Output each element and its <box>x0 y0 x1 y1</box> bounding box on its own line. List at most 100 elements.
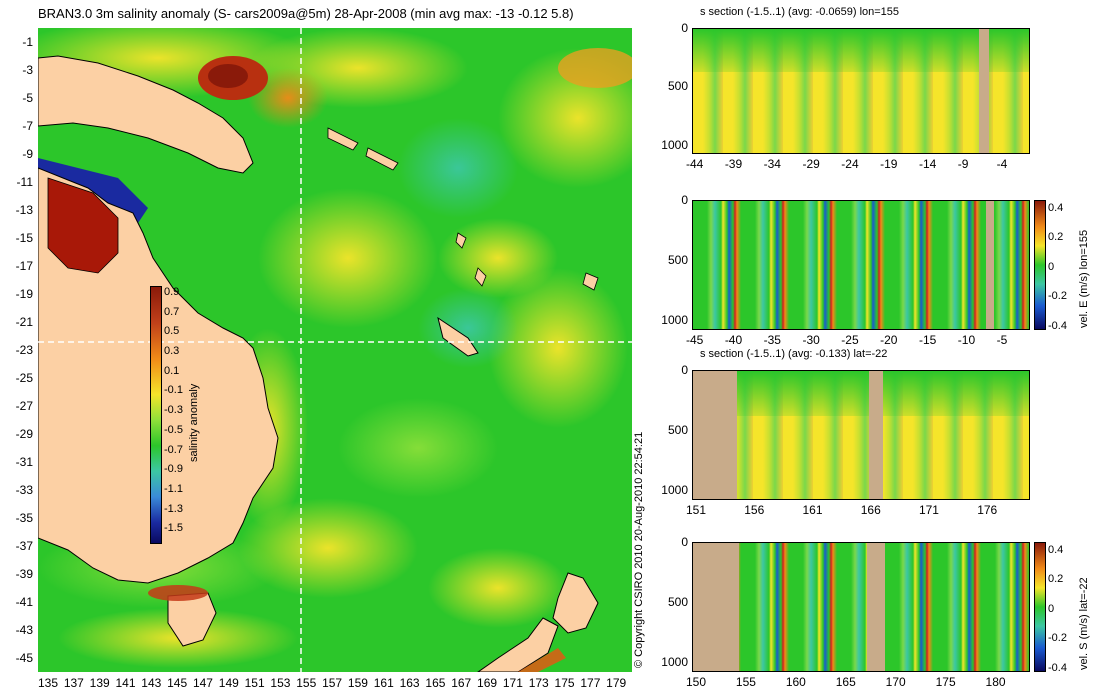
depth-tick-label: 0 <box>681 21 688 35</box>
latitude-tick-label: -33 <box>15 483 33 497</box>
section-x-tick-label: -4 <box>996 157 1008 171</box>
land-mask <box>869 371 883 499</box>
longitude-tick-label: 175 <box>554 676 575 690</box>
depth-tick-label: 1000 <box>661 483 688 498</box>
section-x-tick-label: 160 <box>785 675 806 689</box>
velocity-colorbar <box>1034 542 1046 672</box>
section-x-tick-label: 171 <box>918 503 939 517</box>
longitude-tick-label: 177 <box>580 676 601 690</box>
latitude-tick-label: -23 <box>15 343 33 357</box>
salinity-map-svg <box>38 28 632 672</box>
section-plot-1[interactable] <box>692 28 1030 154</box>
longitude-tick-label: 159 <box>347 676 368 690</box>
section-x-tick-label: -14 <box>918 157 937 171</box>
colorbar-tick-label: -0.1 <box>164 384 183 397</box>
depth-tick-label: 500 <box>667 595 688 610</box>
latitude-tick-label: -37 <box>15 539 33 553</box>
latitude-tick-label: -9 <box>22 147 33 161</box>
salinity-map[interactable] <box>38 28 632 672</box>
longitude-tick-label: 157 <box>322 676 343 690</box>
depth-tick-label: 1000 <box>661 655 688 670</box>
colorbar-tick-label: 0.5 <box>164 325 180 338</box>
colorbar-tick-label: -0.3 <box>164 404 183 417</box>
depth-tick-label: 500 <box>667 253 688 268</box>
surface-band <box>693 371 1029 416</box>
longitude-tick-label: 173 <box>528 676 549 690</box>
depth-tick-label: 0 <box>681 363 688 377</box>
velocity-colorbar-label: vel. S (m/s) lat=-22 <box>1078 577 1090 670</box>
longitude-tick-label: 167 <box>451 676 472 690</box>
copyright-text: © Copyright CSIRO 2010 20-Aug-2010 22:54… <box>633 431 645 668</box>
longitude-tick-label: 153 <box>270 676 291 690</box>
land-mask <box>979 29 989 153</box>
section-x-tick-label: -35 <box>763 333 781 347</box>
velocity-colorbar-tick: 0.2 <box>1048 231 1064 244</box>
section-x-tick-label: 170 <box>885 675 906 689</box>
velocity-colorbar-tick: -0.4 <box>1048 319 1067 332</box>
latitude-tick-label: -41 <box>15 595 33 609</box>
section-x-tick-label: -24 <box>841 157 859 171</box>
surface-band <box>693 29 1029 73</box>
section-plot-4[interactable] <box>692 542 1030 672</box>
section-plot-3[interactable] <box>692 370 1030 500</box>
colorbar-tick-label: 0.1 <box>164 364 180 377</box>
latitude-tick-label: -31 <box>15 455 33 469</box>
section-x-tick-label: -15 <box>918 333 937 347</box>
colorbar-tick-label: 0.9 <box>164 286 180 298</box>
new-guinea-land <box>38 55 254 174</box>
section-x-tick-label: 166 <box>860 503 881 517</box>
section-x-tick-label: 161 <box>802 503 823 517</box>
velocity-colorbar-tick: -0.4 <box>1048 661 1067 674</box>
colorbar-tick-label: -1.1 <box>164 482 183 495</box>
colorbar-tick-label: 0.7 <box>164 305 180 318</box>
section-x-tick-label: 176 <box>977 503 998 517</box>
longitude-tick-label: 149 <box>218 676 239 690</box>
colorbar-tick-label: -0.5 <box>164 423 183 436</box>
new-caledonia-land <box>437 316 479 357</box>
latitude-tick-label: -11 <box>16 175 33 189</box>
longitude-tick-label: 139 <box>89 676 110 690</box>
latitude-tick-label: -35 <box>15 511 33 525</box>
longitude-tick-label: 163 <box>399 676 420 690</box>
latitude-tick-label: -3 <box>22 63 33 77</box>
longitude-tick-label: 147 <box>192 676 213 690</box>
latitude-tick-label: -19 <box>15 287 33 301</box>
latitude-tick-label: -5 <box>22 91 33 105</box>
colorbar-tick-label: -0.9 <box>164 463 183 476</box>
latitude-tick-label: -45 <box>15 651 33 665</box>
latitude-tick-label: -25 <box>15 371 33 385</box>
velocity-colorbar <box>1034 200 1046 330</box>
section-plot-2[interactable] <box>692 200 1030 330</box>
velocity-colorbar-tick: 0 <box>1048 602 1055 615</box>
longitude-tick-label: 135 <box>38 676 59 690</box>
velocity-colorbar-tick: 0.4 <box>1048 202 1064 214</box>
latitude-tick-label: -43 <box>15 623 33 637</box>
latitude-tick-label: -17 <box>15 259 33 273</box>
map-colorbar <box>150 286 162 544</box>
section-x-tick-label: 151 <box>686 503 707 517</box>
section-x-tick-label: -30 <box>802 333 820 347</box>
section-x-tick-label: 180 <box>985 675 1006 689</box>
longitude-axis: 135 137 139 141 143 145 147 149 151 153 155 157 159 1… <box>38 676 632 696</box>
longitude-tick-label: 165 <box>425 676 446 690</box>
latitude-tick-label: -27 <box>15 399 33 413</box>
section-x-tick-label: -44 <box>686 157 704 171</box>
depth-tick-label: 1000 <box>661 137 688 152</box>
latitude-tick-label: -39 <box>15 567 33 581</box>
longitude-tick-label: 143 <box>141 676 162 690</box>
section-x-tick-label: -20 <box>880 333 898 347</box>
land-mask <box>867 543 885 671</box>
latitude-tick-label: -15 <box>15 231 33 245</box>
new-zealand-south-land <box>477 617 559 672</box>
colorbar-tick-label: -0.7 <box>164 443 183 456</box>
colorbar-tick-label: 0.3 <box>164 345 180 358</box>
longitude-tick-label: 137 <box>63 676 84 690</box>
section-x-tick-label: -39 <box>724 157 743 171</box>
section-x-tick-label: -10 <box>957 333 976 347</box>
velocity-colorbar-tick: -0.2 <box>1048 290 1067 303</box>
section-x-tick-label: -45 <box>686 333 704 347</box>
velocity-colorbar-label: vel. E (m/s) lon=155 <box>1078 229 1090 328</box>
section-x-tick-label: 150 <box>686 675 707 689</box>
map-colorbar-ticks: 0.9 0.7 0.5 0.3 0.1 -0.1 -0.3 -0.5 -0.7 -0.9 -1.1 -… <box>164 286 194 546</box>
section-x-tick-label: -34 <box>763 157 781 171</box>
